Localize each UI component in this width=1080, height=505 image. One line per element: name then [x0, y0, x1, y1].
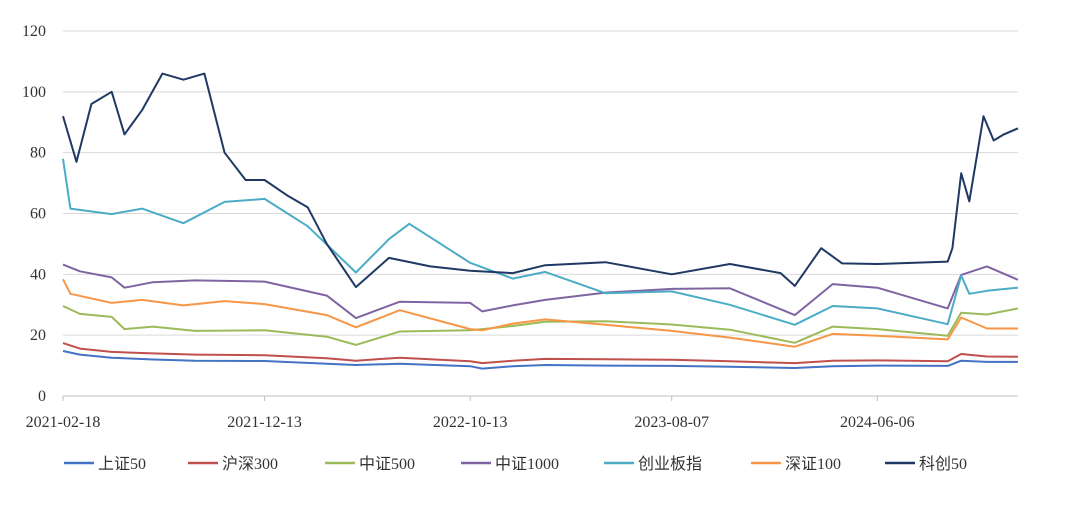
series-line-1 [62, 342, 1019, 365]
y-tick-label: 120 [22, 23, 46, 40]
legend-label: 中证500 [359, 455, 415, 473]
legend-label: 创业板指 [638, 455, 702, 473]
legend-label: 中证1000 [495, 455, 559, 473]
series-lines [62, 72, 1019, 370]
x-axis: 2021-02-18 2021-12-13 2022-10-13 2023-08-07… [26, 395, 1018, 431]
y-axis: 0 20 40 60 80 100 120 [22, 23, 46, 405]
x-tick-label: 2022-10-13 [433, 414, 508, 431]
gridlines [63, 30, 1018, 336]
series-line-0 [62, 350, 1018, 370]
legend-label: 科创50 [919, 455, 967, 473]
y-tick-label: 0 [38, 388, 46, 405]
x-tick-label: 2023-08-07 [634, 414, 709, 431]
series-line-2 [62, 305, 1019, 346]
series-line-4 [62, 158, 1019, 326]
legend-label: 上证50 [98, 455, 146, 473]
legend: 上证50 沪深300 中证500 中证1000 创业板指 深证100 科创50 [64, 455, 967, 473]
series-line-3 [62, 263, 1019, 320]
series-line-6 [62, 72, 1019, 289]
y-tick-label: 80 [30, 145, 46, 162]
legend-label: 沪深300 [222, 455, 278, 473]
y-tick-label: 60 [30, 206, 46, 223]
y-tick-label: 40 [30, 266, 46, 283]
legend-label: 深证100 [785, 455, 841, 473]
series-line-5 [62, 278, 1018, 348]
x-tick-label: 2024-06-06 [840, 414, 915, 431]
y-tick-label: 100 [22, 84, 46, 101]
x-tick-label: 2021-12-13 [227, 414, 302, 431]
y-tick-label: 20 [30, 327, 46, 344]
x-tick-label: 2021-02-18 [26, 414, 101, 431]
